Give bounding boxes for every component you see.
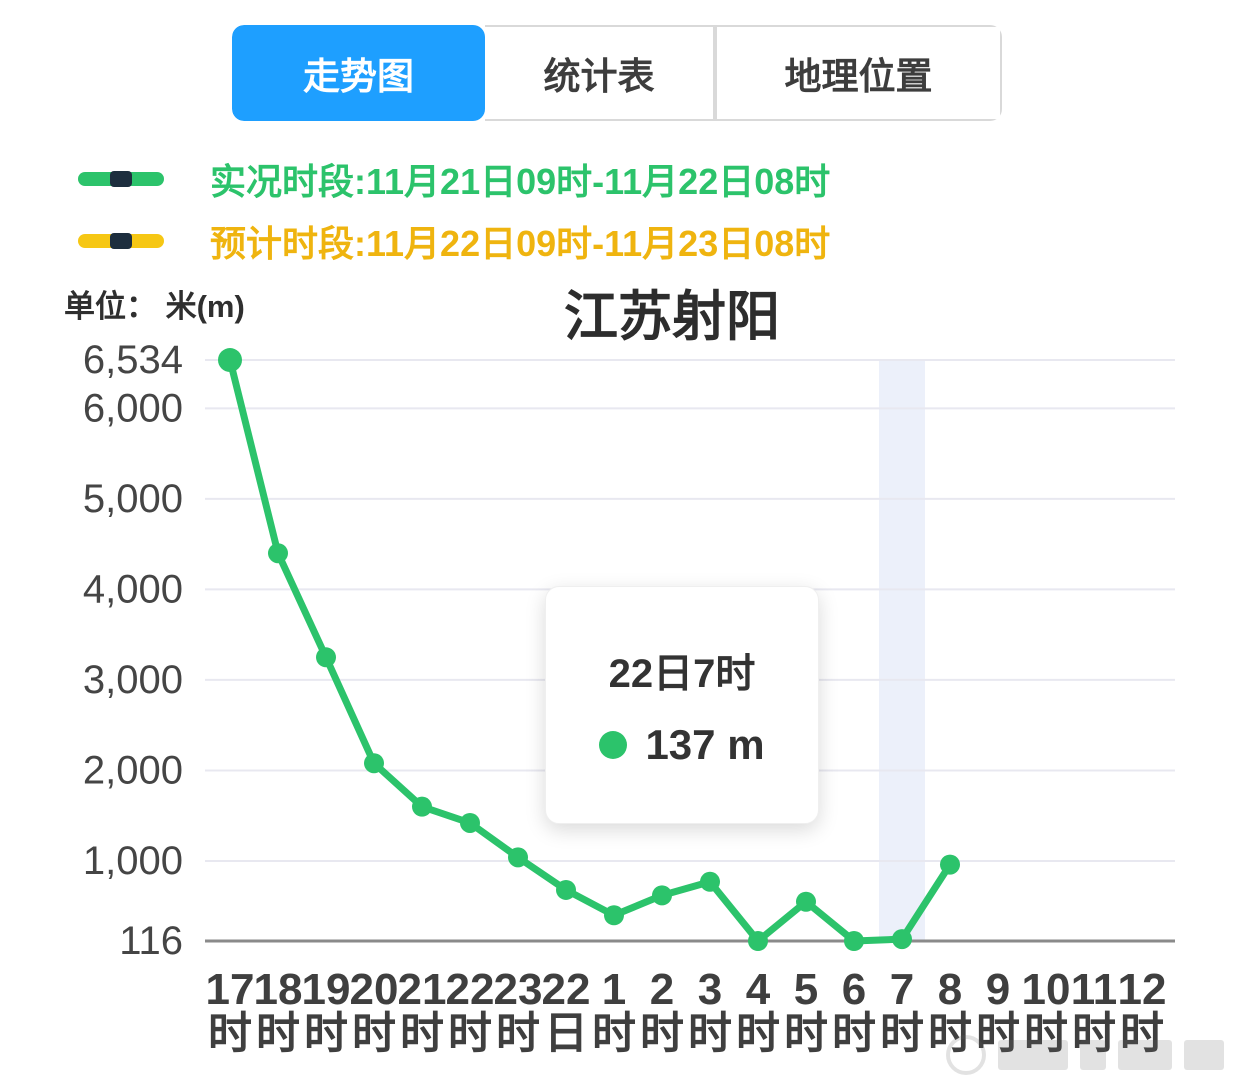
svg-text:7: 7	[890, 965, 914, 1014]
chart-title: 江苏射阳	[564, 287, 780, 347]
svg-text:5,000: 5,000	[83, 477, 183, 521]
svg-text:时: 时	[1024, 1009, 1068, 1058]
svg-text:时: 时	[688, 1009, 732, 1058]
svg-text:时: 时	[304, 1009, 348, 1058]
svg-text:8: 8	[938, 965, 962, 1014]
svg-text:日: 日	[544, 1009, 588, 1058]
svg-text:3,000: 3,000	[83, 658, 183, 702]
tab-trend-chart[interactable]: 走势图	[232, 25, 485, 121]
svg-text:时: 时	[1072, 1009, 1116, 1058]
forecast-series-marker-icon	[78, 233, 164, 249]
svg-text:116: 116	[119, 919, 183, 963]
svg-text:时: 时	[832, 1009, 876, 1058]
svg-text:时: 时	[352, 1009, 396, 1058]
svg-text:1: 1	[602, 965, 626, 1014]
legend-item-actual[interactable]: 实况时段:11月21日09时-11月22日08时	[78, 156, 830, 202]
svg-text:时: 时	[784, 1009, 828, 1058]
legend-item-forecast[interactable]: 预计时段:11月22日09时-11月23日08时	[78, 218, 830, 264]
actual-series-marker-icon	[78, 171, 164, 187]
svg-text:时: 时	[496, 1009, 540, 1058]
svg-text:2: 2	[650, 965, 674, 1014]
svg-text:11: 11	[1071, 965, 1118, 1014]
tooltip-time-label: 22日7时	[608, 652, 756, 696]
svg-text:时: 时	[256, 1009, 300, 1058]
tooltip-value: 137 m	[645, 721, 765, 768]
svg-text:时: 时	[736, 1009, 780, 1058]
tab-statistics-table[interactable]: 统计表	[485, 25, 715, 121]
svg-text:3: 3	[698, 965, 722, 1014]
svg-text:10: 10	[1022, 965, 1071, 1014]
svg-text:1,000: 1,000	[83, 839, 183, 883]
svg-text:时: 时	[640, 1009, 684, 1058]
legend-item-label: 预计时段:11月22日09时-11月23日08时	[210, 223, 831, 264]
svg-text:5: 5	[794, 965, 818, 1014]
tab-geographic-location[interactable]: 地理位置	[715, 25, 1002, 121]
chart-legend: 实况时段:11月21日09时-11月22日08时 预计时段:11月22日09时-…	[78, 156, 830, 280]
svg-text:时: 时	[592, 1009, 636, 1058]
svg-text:12: 12	[1118, 965, 1167, 1014]
series-dot-icon	[599, 731, 628, 759]
svg-text:22: 22	[542, 965, 591, 1014]
chart-tooltip: 22日7时 137 m	[545, 586, 819, 824]
svg-text:17: 17	[206, 965, 255, 1014]
svg-text:9: 9	[986, 965, 1010, 1014]
unit-label: 单位： 米(m)	[64, 289, 245, 324]
svg-text:时: 时	[880, 1009, 924, 1058]
svg-text:19: 19	[302, 965, 351, 1014]
svg-text:18: 18	[254, 965, 303, 1014]
svg-text:21: 21	[398, 965, 447, 1014]
legend-item-label: 实况时段:11月21日09时-11月22日08时	[210, 161, 831, 202]
svg-text:20: 20	[350, 965, 399, 1014]
svg-text:4: 4	[746, 965, 771, 1014]
svg-text:23: 23	[494, 965, 543, 1014]
watermark	[946, 1035, 1224, 1075]
svg-text:22: 22	[446, 965, 495, 1014]
svg-text:2,000: 2,000	[83, 748, 183, 792]
tooltip-value-row: 137 m	[599, 721, 765, 769]
watermark-logo-icon	[946, 1035, 986, 1075]
svg-text:6,534: 6,534	[83, 338, 183, 382]
svg-text:时: 时	[448, 1009, 492, 1058]
svg-text:时: 时	[1120, 1009, 1164, 1058]
svg-text:时: 时	[208, 1009, 252, 1058]
svg-text:6,000: 6,000	[83, 386, 183, 430]
tab-bar: 走势图 统计表 地理位置	[232, 25, 1002, 121]
svg-text:4,000: 4,000	[83, 567, 183, 611]
chart-area: 6,534 6,000 5,000 4,000 3,000 2,000 1,000 116 17…	[0, 330, 1238, 1080]
svg-text:时: 时	[400, 1009, 444, 1058]
svg-text:6: 6	[842, 965, 866, 1014]
